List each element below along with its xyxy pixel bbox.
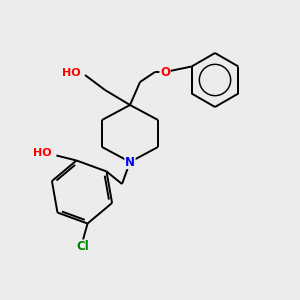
Text: N: N	[125, 155, 135, 169]
Text: Cl: Cl	[76, 240, 89, 253]
Text: HO: HO	[62, 68, 81, 78]
Text: HO: HO	[33, 148, 51, 158]
Text: O: O	[160, 65, 170, 79]
